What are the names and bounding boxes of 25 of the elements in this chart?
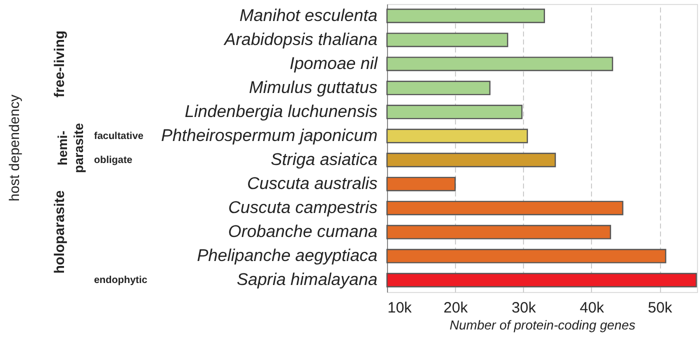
text: hemi-parasite <box>55 123 86 173</box>
y-tick-label: Phtheirospermum japonicum <box>161 126 378 145</box>
text: facultative <box>94 131 144 142</box>
x-axis-title: Number of protein-coding genes <box>450 318 636 332</box>
y-tick-label: Cuscuta australis <box>247 174 378 194</box>
x-tick-label: 50k <box>648 300 673 316</box>
text: endophytic <box>94 275 148 286</box>
text: free-living <box>51 30 67 98</box>
text: obligate <box>94 155 133 166</box>
y-tick-label: Striga asiatica <box>270 150 378 170</box>
y-tick-label: Manihot esculenta <box>240 6 378 25</box>
y-tick-label: Arabidopsis thaliana <box>223 30 378 49</box>
x-tick-label: 20k <box>444 300 468 316</box>
y-tick-label: Cuscuta campestris <box>228 198 378 218</box>
y-tick-label: Phelipanche aegyptiaca <box>196 246 378 266</box>
y-tick-label: Lindenbergia luchunensis <box>184 102 378 121</box>
x-tick-label: 40k <box>580 300 604 316</box>
y-tick-label: Mimulus guttatus <box>249 78 378 97</box>
text: holoparasite <box>51 190 67 274</box>
text: host dependency <box>6 94 22 202</box>
y-tick-label: Sapria himalayana <box>236 270 378 290</box>
x-tick-label: 30k <box>512 300 536 316</box>
y-tick-label: Orobanche cumana <box>228 222 378 242</box>
y-tick-label: Ipomoae nil <box>290 54 379 73</box>
x-tick-label: 10k <box>388 300 412 316</box>
